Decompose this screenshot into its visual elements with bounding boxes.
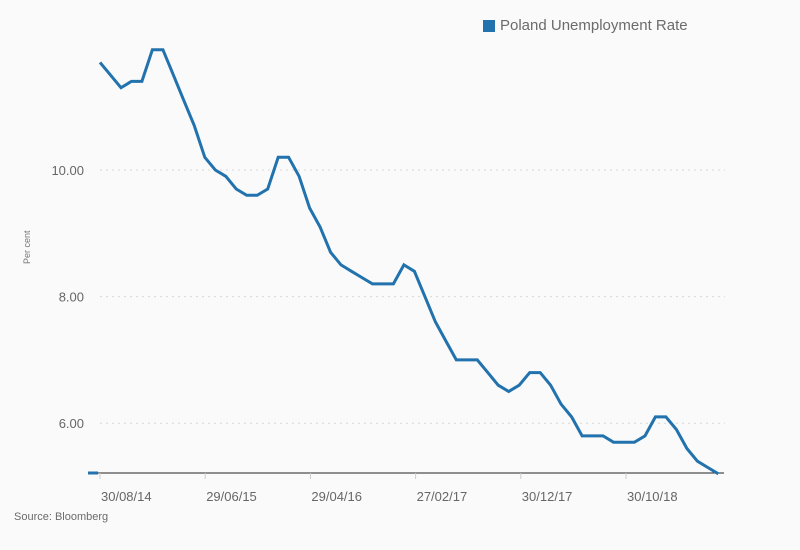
- x-tick-label: 27/02/17: [417, 489, 468, 504]
- y-tick-label: 10.00: [51, 163, 84, 178]
- series-line-poland-unemployment[interactable]: [98, 48, 720, 476]
- y-axis-label: Per cent: [22, 230, 32, 264]
- x-tick-label: 29/04/16: [311, 489, 362, 504]
- legend[interactable]: Poland Unemployment Rate: [483, 17, 688, 34]
- x-axis-ticks: 30/08/14 29/06/15 29/04/16 27/02/17 30/12/17…: [99, 473, 678, 504]
- y-tick-label: 8.00: [59, 290, 84, 305]
- x-tick-label: 30/12/17: [522, 489, 573, 504]
- legend-label: Poland Unemployment Rate: [500, 17, 688, 34]
- x-tick-label: 30/10/18: [627, 489, 678, 504]
- x-tick-label: 30/08/14: [101, 489, 152, 504]
- legend-swatch-icon: [483, 19, 495, 32]
- y-tick-label: 6.00: [59, 416, 84, 431]
- y-axis-ticks: 6.00 8.00 10.00: [51, 163, 84, 431]
- x-tick-label: 29/06/15: [206, 489, 257, 504]
- gridlines: [100, 169, 725, 424]
- source-note: Source: Bloomberg: [14, 511, 109, 523]
